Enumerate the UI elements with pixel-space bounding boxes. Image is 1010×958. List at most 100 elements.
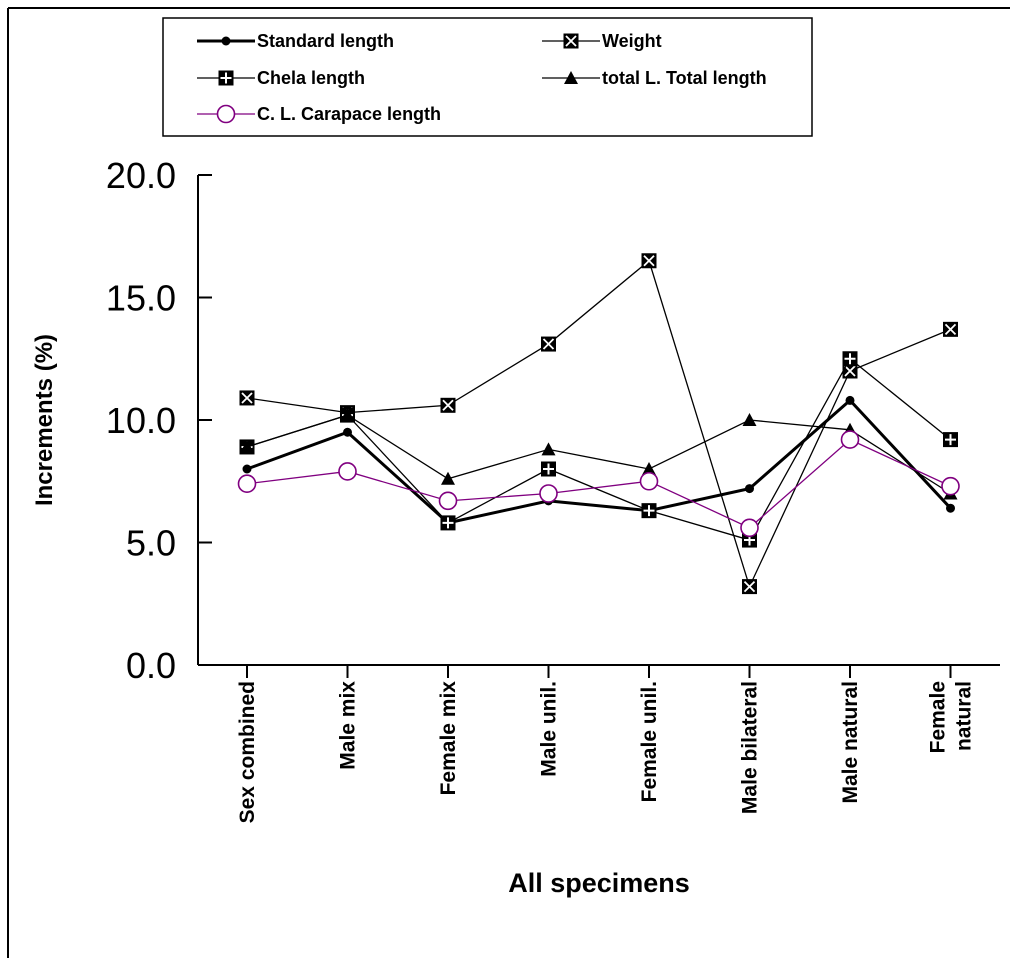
series-standard-length-point (845, 395, 855, 405)
series-chela-length-point-plus (442, 517, 454, 529)
series-weight-point-cross (241, 392, 253, 404)
series-c-l-carapace-length-point-shape (840, 430, 860, 449)
legend-item-total-l-total-length: total L. Total length (542, 68, 767, 88)
legend-item-total-l-total-length-marker (564, 71, 578, 84)
legend: Standard length Weight Chela length total L… (197, 31, 767, 124)
legend-item-weight-marker (563, 33, 579, 49)
series-c-l-carapace-length-point-shape (237, 474, 257, 494)
y-tick-label: 15.0 (106, 278, 176, 319)
series-chela-length-point-plus (945, 434, 956, 446)
x-tick-label: Female (927, 681, 950, 753)
x-tick-label: Male mix (337, 681, 360, 770)
series-standard-length-point-shape (946, 503, 955, 513)
series-standard-length-point (343, 427, 352, 437)
series-c-l-carapace-length-point-shape (639, 471, 659, 491)
series-total-l-total-length-point (340, 408, 355, 422)
series-weight-point (943, 321, 958, 337)
legend-item-c-l-carapace-length-label: C. L. Carapace length (257, 104, 441, 124)
series-c-l-carapace-length-point-shape (740, 518, 759, 538)
series-weight-point-cross (844, 365, 856, 377)
series-standard-length-point (946, 503, 955, 513)
series-chela-length-point-plus (643, 505, 655, 517)
series-total-l-total-length-point (642, 462, 656, 475)
series-c-l-carapace-length-point (840, 430, 860, 449)
x-tick-label: Female mix (437, 681, 460, 796)
series-weight-point-cross (643, 255, 655, 267)
legend-item-chela-length: Chela length (197, 68, 365, 88)
x-tick-label: Sex combined (236, 681, 259, 823)
x-tick-label: natural (953, 681, 976, 751)
series-c-l-carapace-length-point (237, 474, 257, 494)
series-weight-point-cross (743, 580, 756, 593)
series-total-l-total-length-line (246, 414, 951, 495)
series-total-l-total-length-point-shape (541, 442, 556, 456)
series-chela-length-line (246, 357, 951, 541)
series-c-l-carapace-length-point (639, 471, 659, 491)
series-c-l-carapace-length-point (941, 476, 960, 496)
series-weight-point (239, 390, 255, 406)
series-weight-point (742, 579, 757, 595)
series-c-l-carapace-length-line (246, 438, 951, 529)
legend-item-standard-length-marker-shape (221, 36, 231, 46)
series-c-l-carapace-length-point-shape (338, 462, 357, 481)
legend-item-weight: Weight (542, 31, 662, 51)
x-tick-label: Male unil. (538, 681, 561, 777)
series-standard-length-point-shape (343, 427, 352, 437)
series-weight-point (440, 397, 456, 413)
series-total-l-total-length-point-shape (642, 462, 656, 475)
legend-item-c-l-carapace-length-marker (216, 104, 236, 124)
y-tick-label: 10.0 (106, 400, 176, 441)
series-weight-point (541, 336, 556, 352)
series-standard-length-point (745, 484, 754, 494)
series-c-l-carapace-length-point (438, 491, 458, 511)
y-axis-title: Increments (%) (31, 334, 58, 506)
series-total-l-total-length-point-shape (742, 413, 757, 426)
x-tick-label: Male natural (839, 681, 862, 804)
series-total-l-total-length-point-shape (240, 439, 254, 453)
series-c-l-carapace-length-point-shape (539, 484, 558, 503)
series-total-l-total-length-point (441, 471, 455, 485)
series-standard-length-point-shape (745, 484, 754, 494)
series-chela-length (239, 351, 958, 548)
series-chela-length-point (842, 351, 858, 367)
series-weight-point-cross (542, 338, 555, 350)
series-weight-point (641, 253, 657, 269)
y-axis-ticks: 0.0 5.0 10.0 15.0 20.0 (106, 155, 212, 686)
legend-item-c-l-carapace-length-marker-shape (216, 104, 236, 124)
series-c-l-carapace-length (237, 430, 960, 538)
series-c-l-carapace-length-point (539, 484, 558, 503)
x-axis-title: All specimens (508, 868, 690, 898)
series-standard-length-point (242, 464, 252, 474)
series-c-l-carapace-length-point-shape (941, 476, 960, 496)
y-tick-label: 5.0 (126, 523, 176, 564)
series-weight-point-cross (944, 323, 957, 335)
series-total-l-total-length-point-shape (340, 408, 355, 422)
legend-item-chela-length-label: Chela length (257, 68, 365, 88)
series-standard-length-point-shape (242, 464, 252, 474)
series-chela-length-point (541, 461, 556, 477)
series-total-l-total-length-point (742, 413, 757, 426)
series-chela-length-point (641, 503, 657, 519)
legend-item-chela-length-marker-plus (220, 72, 232, 84)
legend-item-standard-length: Standard length (197, 31, 394, 51)
y-tick-label: 20.0 (106, 155, 176, 196)
series-c-l-carapace-length-point-shape (438, 491, 458, 511)
x-tick-label: Male bilateral (739, 681, 762, 814)
series-total-l-total-length-point (240, 439, 254, 453)
series-chela-length-point (943, 432, 958, 448)
legend-item-c-l-carapace-length: C. L. Carapace length (197, 104, 441, 124)
series-chela-length-point-plus (844, 353, 856, 365)
legend-item-standard-length-marker (221, 36, 231, 46)
series-total-l-total-length-point-shape (441, 471, 455, 485)
legend-item-chela-length-marker (218, 70, 234, 86)
series-standard-length-line (246, 398, 952, 525)
legend-item-weight-marker-cross (565, 35, 577, 47)
legend-item-total-l-total-length-marker-shape (564, 71, 578, 84)
x-axis-ticks: Sex combined Male mix Female mix Male unil.… (236, 665, 976, 823)
series-c-l-carapace-length-point (338, 462, 357, 481)
plot-area (237, 253, 960, 595)
legend-item-total-l-total-length-label: total L. Total length (602, 68, 767, 88)
y-tick-label: 0.0 (126, 645, 176, 686)
legend-box (162, 17, 813, 137)
